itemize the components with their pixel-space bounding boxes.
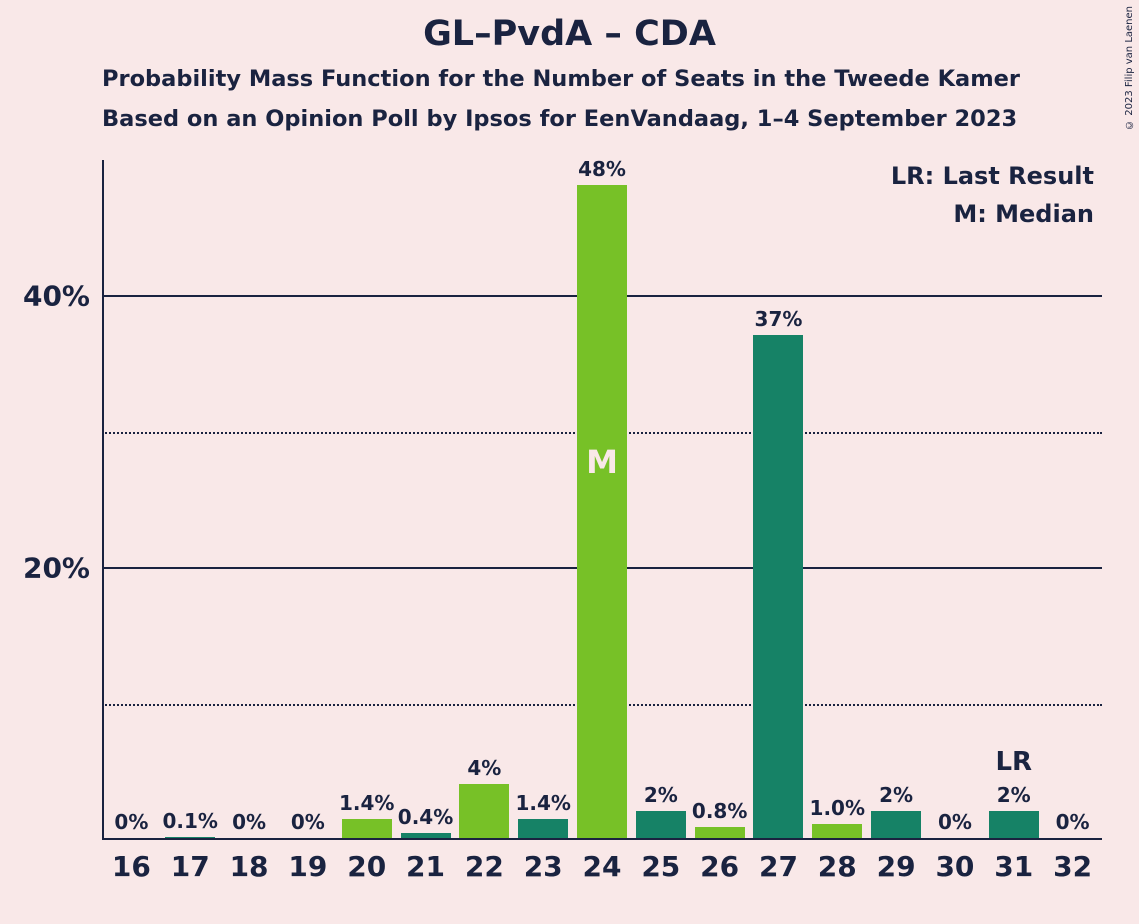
chart-subtitle-1: Probability Mass Function for the Number…	[102, 66, 1020, 92]
median-marker: M	[586, 443, 618, 481]
x-tick-label: 25	[641, 850, 680, 883]
chart-subtitle-2: Based on an Opinion Poll by Ipsos for Ee…	[102, 106, 1017, 132]
bar	[459, 784, 509, 838]
bar-value-label: 1.4%	[339, 791, 394, 815]
bar-value-label: 2%	[879, 783, 913, 807]
bar-value-label: 2%	[644, 783, 678, 807]
bar-value-label: 37%	[755, 307, 803, 331]
bar	[518, 819, 568, 838]
x-tick-label: 16	[112, 850, 151, 883]
x-tick-label: 19	[288, 850, 327, 883]
bar-value-label: 0%	[1056, 810, 1090, 834]
x-tick-label: 31	[994, 850, 1033, 883]
bar	[871, 811, 921, 838]
bar-value-label: 0.1%	[163, 809, 218, 833]
bar-value-label: 0%	[114, 810, 148, 834]
x-axis	[102, 838, 1102, 840]
bar-value-label: 0.4%	[398, 805, 453, 829]
x-tick-label: 29	[877, 850, 916, 883]
x-tick-label: 17	[171, 850, 210, 883]
bar-value-label: 2%	[997, 783, 1031, 807]
bar	[165, 837, 215, 838]
x-tick-label: 26	[700, 850, 739, 883]
bar-value-label: 0.8%	[692, 799, 747, 823]
x-tick-label: 28	[818, 850, 857, 883]
bar-value-label: 1.0%	[810, 796, 865, 820]
bar-value-label: 1.4%	[515, 791, 570, 815]
x-tick-label: 21	[406, 850, 445, 883]
x-tick-label: 27	[759, 850, 798, 883]
x-tick-label: 23	[524, 850, 563, 883]
bar-value-label: 48%	[578, 157, 626, 181]
copyright-text: © 2023 Filip van Laenen	[1124, 6, 1135, 130]
x-tick-label: 24	[583, 850, 622, 883]
lr-marker: LR	[995, 747, 1032, 777]
legend-lr: LR: Last Result	[891, 162, 1094, 190]
x-tick-label: 20	[347, 850, 386, 883]
y-tick-label: 20%	[23, 552, 90, 585]
y-axis	[102, 160, 104, 840]
bar	[401, 833, 451, 838]
bar-value-label: 0%	[232, 810, 266, 834]
bar	[753, 335, 803, 838]
x-tick-label: 22	[465, 850, 504, 883]
bar	[577, 185, 627, 838]
chart-title: GL–PvdA – CDA	[0, 14, 1139, 54]
bar	[989, 811, 1039, 838]
y-tick-label: 40%	[23, 280, 90, 313]
x-tick-label: 32	[1053, 850, 1092, 883]
bar	[695, 827, 745, 838]
plot-area: LR: Last Result M: Median 20%40%0%0.1%0%…	[102, 160, 1102, 840]
bar	[636, 811, 686, 838]
x-tick-label: 18	[230, 850, 269, 883]
bar	[812, 824, 862, 838]
x-tick-label: 30	[935, 850, 974, 883]
bar-value-label: 0%	[938, 810, 972, 834]
legend-m: M: Median	[953, 200, 1094, 228]
bar	[342, 819, 392, 838]
bar-value-label: 0%	[291, 810, 325, 834]
bar-value-label: 4%	[467, 756, 501, 780]
